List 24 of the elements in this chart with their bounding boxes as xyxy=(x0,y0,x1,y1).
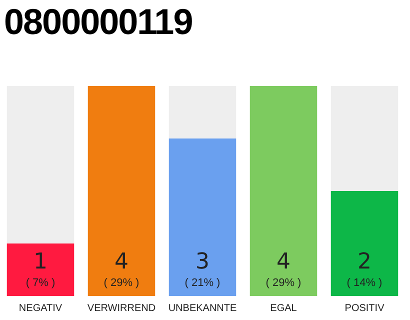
bar xyxy=(250,86,318,296)
bar xyxy=(330,191,398,296)
chart-title: 0800000119 xyxy=(4,0,192,44)
bar xyxy=(88,86,156,296)
data-label: 1 xyxy=(34,250,48,275)
annotation: ( 29% ) xyxy=(266,277,302,290)
bar xyxy=(6,86,74,244)
x-tick-label: NEGATIV xyxy=(18,302,62,314)
annotation: ( 7% ) xyxy=(26,277,56,290)
x-tick-label: VERWIRREND xyxy=(87,302,156,314)
x-tick-label: UNBEKANNTE xyxy=(168,302,237,314)
bar xyxy=(168,86,236,138)
data-label: 4 xyxy=(114,250,128,275)
annotation: ( 21% ) xyxy=(184,277,220,290)
bar xyxy=(330,86,398,191)
annotation: ( 14% ) xyxy=(346,277,382,290)
x-tick-label: EGAL xyxy=(270,302,298,314)
annotation: ( 29% ) xyxy=(104,277,140,290)
data-label: 2 xyxy=(358,250,372,275)
data-label: 4 xyxy=(276,250,290,275)
bar xyxy=(168,138,236,296)
bar xyxy=(6,244,74,296)
data-label: 3 xyxy=(196,250,210,275)
x-tick-label: POSITIV xyxy=(344,302,385,314)
